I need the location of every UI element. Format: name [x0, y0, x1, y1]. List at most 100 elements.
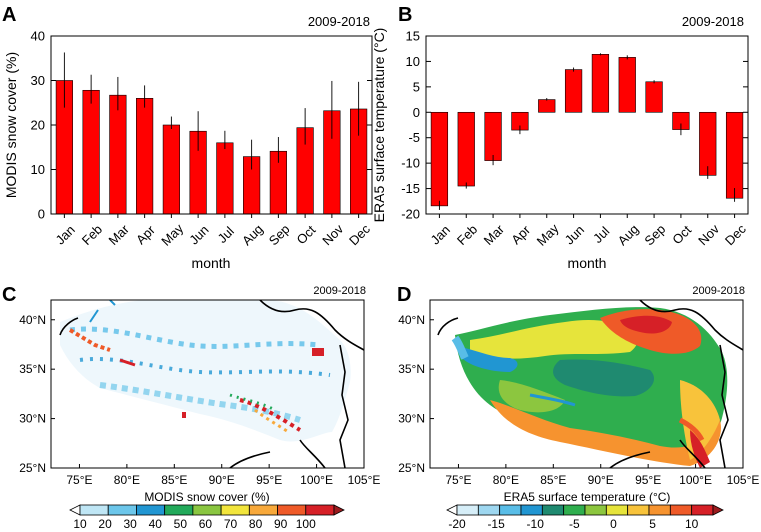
panel-b-x-tick-label: Dec	[722, 221, 749, 248]
panel-c-map-field	[59, 300, 364, 468]
panel-d-colorbar-swatch	[584, 504, 607, 516]
panel-d-colorbar-label: ERA5 surface temperature (°C)	[504, 490, 671, 504]
panel-d-colorbar-swatch	[563, 504, 586, 516]
panel-b-bar-may	[538, 99, 556, 113]
panel-d-colorbar-min-arrow	[446, 504, 458, 516]
panel-a-x-tick-label: Feb	[79, 222, 105, 248]
panel-c-colorbar-tick-label: 80	[249, 517, 263, 531]
panel-b-x-tick-label: Apr	[508, 222, 533, 247]
panel-d-colorbar-swatch	[520, 504, 543, 516]
panel-a-x-tick-label: Jun	[186, 222, 211, 247]
panel-a-letter: A	[2, 4, 16, 26]
panel-a-bar-feb	[82, 89, 100, 215]
panel-a-y-tick-label: 10	[31, 162, 45, 177]
panel-b-y-tick-label: 10	[406, 54, 420, 69]
panel-b-x-tick-label: Nov	[695, 221, 722, 248]
panel-b-y-tick-label: -10	[401, 156, 420, 171]
panel-a-x-tick-label: Jul	[215, 224, 237, 246]
panel-b-x-tick-label: Jan	[428, 222, 453, 247]
panel-d-colorbar-tick-label: -20	[448, 517, 466, 531]
panel-d-lon-tick-label: 95°E	[635, 473, 661, 487]
panel-d-colorbar-swatch	[456, 504, 479, 516]
panel-b-x-tick-label: Jul	[590, 224, 612, 246]
panel-c-colorbar-swatch	[277, 504, 307, 516]
panel-d-lon-tick-label: 90°E	[588, 473, 614, 487]
panel-c-lon-tick-label: 100°E	[300, 473, 333, 487]
panel-c-colorbar-swatch	[136, 504, 166, 516]
panel-b-y-tick-label: 0	[413, 105, 420, 120]
panel-d-lat-tick-label: 35°N	[398, 362, 425, 376]
panel-a-x-tick-label: Nov	[319, 221, 346, 248]
panel-c-colorbar-min-arrow	[69, 504, 81, 516]
panel-b-bar-jun	[564, 69, 583, 113]
panel-c-colorbar-tick-label: 60	[199, 517, 213, 531]
panel-b-bar-mar	[484, 111, 502, 161]
panel-d-colorbar-swatch	[541, 504, 565, 516]
panel-a-y-tick-label: 30	[31, 73, 45, 88]
panel-d-colorbar-swatch	[477, 504, 501, 516]
panel-d-lon-tick-label: 80°E	[493, 473, 519, 487]
panel-b-x-tick-label: Feb	[454, 222, 480, 248]
panel-c-lon-tick-label: 85°E	[161, 473, 187, 487]
panel-d-map-field	[437, 300, 743, 468]
panel-c-lon-tick-label: 95°E	[256, 473, 282, 487]
panel-d-coastlines	[437, 300, 743, 468]
panel-c-coastlines	[59, 300, 364, 468]
panel-c-colorbar-tick-label: 30	[123, 517, 137, 531]
panel-b-frame	[425, 35, 749, 215]
panel-b-y-tick-label: -20	[401, 207, 420, 222]
panel-a-frame	[50, 35, 373, 215]
panel-b-bar-jul	[591, 54, 610, 113]
panel-d-lat-tick-label: 30°N	[398, 412, 425, 426]
panel-c-colorbar-swatch	[248, 504, 278, 516]
panel-b-x-tick-label: Jun	[562, 222, 587, 247]
panel-d-colorbar-tick-label: 5	[649, 517, 656, 531]
panel-c-snow-cover-map: C 2009-2018 75°E 80°E 85°E 90°E 95°E 100°E 105…	[2, 284, 380, 531]
panel-d-period: 2009-2018	[692, 285, 745, 297]
panel-c-colorbar-swatch	[220, 504, 250, 516]
panel-d-colorbar-tick-label: 10	[685, 517, 699, 531]
plateau-snow-background	[60, 300, 351, 442]
panel-b-y-tick-label: 5	[413, 79, 420, 94]
panel-b-bar-aug	[618, 57, 636, 113]
panel-c-lat-tick-label: 35°N	[19, 362, 46, 376]
panel-d-lon-tick-label: 85°E	[540, 473, 566, 487]
panel-c-lon-tick-label: 75°E	[66, 473, 92, 487]
panel-a-x-tick-label: Dec	[346, 221, 373, 248]
panel-b-letter: B	[398, 4, 412, 26]
panel-c-colorbar-label: MODIS snow cover (%)	[144, 490, 269, 504]
panel-d-colorbar-swatch	[648, 504, 671, 516]
panel-c-colorbar-tick-label: 90	[274, 517, 288, 531]
panel-d-colorbar-swatch	[691, 504, 714, 516]
panel-b-bar-jan	[430, 111, 449, 207]
panel-c-colorbar-swatch	[164, 504, 194, 516]
panel-d-frame	[429, 299, 744, 469]
panel-b-x-tick-label: Sep	[641, 221, 668, 248]
panel-c-lat-tick-label: 40°N	[19, 313, 46, 327]
panel-b-y-axis-label: ERA5 surface temperature (°C)	[371, 28, 387, 223]
panel-b-x-tick-label: Aug	[615, 221, 642, 248]
panel-b-bar-dec	[725, 111, 744, 199]
panel-a-bar-mar	[109, 94, 127, 215]
panel-b-y-tick-label: -15	[401, 181, 420, 196]
panel-d-lon-tick-label: 75°E	[445, 473, 471, 487]
panel-a-y-axis-label: MODIS snow cover (%)	[3, 52, 19, 198]
panel-a-bar-jul	[216, 142, 234, 215]
panel-c-lat-tick-label: 30°N	[19, 412, 46, 426]
panel-b-bar-feb	[457, 111, 475, 187]
panel-a-x-tick-label: Jan	[52, 222, 77, 247]
panel-b-x-tick-label: Oct	[669, 222, 694, 247]
panel-c-colorbar-tick-label: 50	[174, 517, 188, 531]
panel-a-x-tick-label: Apr	[133, 222, 158, 247]
panel-c-colorbar-swatch	[305, 504, 335, 516]
panel-c-colorbar-swatch	[107, 504, 137, 516]
panel-a-bar-apr	[136, 98, 154, 215]
panel-d-colorbar-swatch	[627, 504, 650, 516]
panel-b-y-tick-label: -5	[408, 130, 420, 145]
panel-b-y-tick-label: 15	[406, 29, 420, 44]
panel-c-colorbar-tick-label: 40	[149, 517, 163, 531]
panel-d-lon-tick-label: 100°E	[679, 473, 712, 487]
panel-c-lon-tick-label: 90°E	[209, 473, 235, 487]
